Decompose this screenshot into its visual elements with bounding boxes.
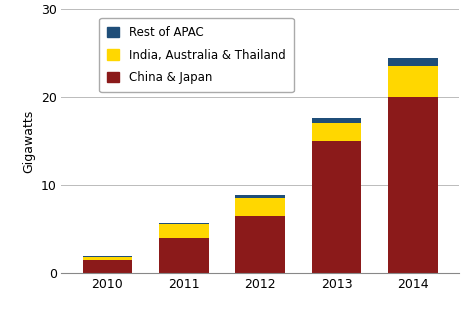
Bar [159, 223, 209, 224]
Bar [388, 58, 438, 66]
Bar [82, 260, 132, 273]
Bar [82, 257, 132, 260]
Bar [159, 238, 209, 273]
Bar [312, 118, 361, 123]
Bar [388, 66, 438, 97]
Bar [236, 195, 285, 198]
Bar [312, 141, 361, 273]
Bar [159, 224, 209, 238]
Legend: Rest of APAC, India, Australia & Thailand, China & Japan: Rest of APAC, India, Australia & Thailan… [99, 18, 294, 92]
Bar [388, 97, 438, 273]
Y-axis label: Gigawatts: Gigawatts [22, 109, 35, 173]
Bar [82, 256, 132, 257]
Bar [236, 216, 285, 273]
Bar [312, 123, 361, 141]
Bar [236, 198, 285, 216]
